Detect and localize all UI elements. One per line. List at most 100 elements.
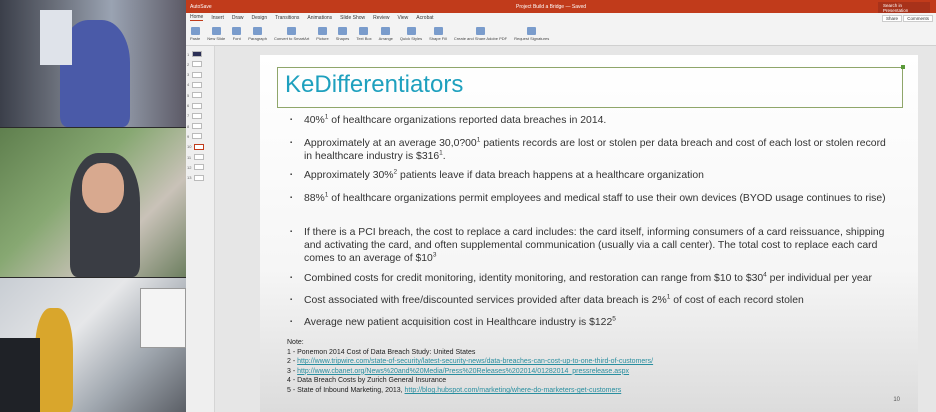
tab-review[interactable]: Review [373,14,390,21]
title-placeholder[interactable]: KeDifferentiators [277,65,905,108]
slide-thumbnail[interactable]: 10 [187,143,205,150]
ribbon-icon [527,26,537,35]
tab-slide-show[interactable]: Slide Show [340,14,366,21]
tab-home[interactable]: Home [190,14,204,21]
footnote-ref: 1 [439,149,443,157]
bullet-text: patients leave if data breach happens at… [397,170,704,181]
note-line: 2 - http://www.tripwire.com/state-of-sec… [287,357,653,367]
slide-thumbnail[interactable]: 7 [187,112,203,119]
ribbon-button-shape-fill[interactable]: Shape Fill [429,26,447,41]
bullet-text: . [442,151,446,162]
ribbon-button-create-and-share-adobe-pdf[interactable]: Create and Share Adobe PDF [453,26,508,41]
ribbon-button-convert-to-smartart[interactable]: Convert to SmartArt [274,26,309,41]
document-title: Project Build a Bridge — Saved [516,3,587,10]
thumbnail-number: 4 [187,82,190,88]
bullet-text: per individual per year [766,273,872,284]
ribbon-button-picture[interactable]: Picture [316,26,329,41]
thumbnail-number: 6 [187,103,190,108]
note-link[interactable]: http://blog.hubspot.com/marketing/where-… [404,386,622,394]
thumbnail-image [192,61,203,68]
ribbon-button-new-slide[interactable]: New Slide [207,26,225,41]
ribbon-icon [253,26,263,35]
thumbnail-number: 7 [187,113,190,119]
slide-thumbnail[interactable]: 9 [187,133,203,140]
ribbon-label: Paragraph [248,35,267,41]
share-button[interactable]: Share [881,15,902,22]
thumbnail-image [192,92,203,99]
bullet-text: 40% [304,115,325,126]
ribbon-label: Create and Share Adobe PDF [453,35,508,41]
ribbon-icon [318,26,327,35]
ribbon-button-quick-styles[interactable]: Quick Styles [399,26,423,41]
tab-design[interactable]: Design [251,14,268,21]
ribbon-icon [433,26,443,35]
footnote-ref: 1 [324,191,329,199]
ribbon-label: Picture [316,35,329,41]
tab-acrobat[interactable]: Acrobat [416,14,434,21]
tab-animations[interactable]: Animations [307,14,333,21]
slide-thumbnail[interactable]: 2 [187,61,203,68]
bullet-item: 40%1 of healthcare organizations reporte… [290,114,606,127]
thumbnail-image [192,51,203,57]
thumbnail-image [192,112,203,119]
note-link[interactable]: http://www.cbanet.org/News%20and%20Media… [297,367,630,375]
bullet-item: Average new patient acquisition cost in … [290,316,616,329]
note-text: Ponemon 2014 Cost of Data Breach Study: … [297,348,476,356]
slide-thumbnail[interactable]: 12 [187,164,205,171]
bullet-item: 88%1 of healthcare organizations permit … [290,192,886,205]
ribbon-label: Quick Styles [399,35,423,41]
thumbnail-number: 5 [187,92,190,98]
thumbnail-number: 3 [187,72,190,78]
ribbon-icon [190,26,200,35]
slide-thumbnail-panel[interactable]: 1 2 3 4 5 6 7 8 9 10 11 12 13 [186,46,215,412]
ribbon-label: Text Box [356,35,372,41]
autosave-toggle[interactable]: AutoSave [190,3,212,10]
ribbon-button-shapes[interactable]: Shapes [336,26,349,41]
ribbon-button-font[interactable]: Font [232,26,242,41]
thumbnail-image [194,164,205,171]
ribbon-icon [359,26,369,35]
thumbnail-number: 1 [187,51,190,57]
comments-button[interactable]: Comments [903,15,933,22]
tab-insert[interactable]: Insert [211,14,224,21]
footnote-ref: 5 [612,315,616,323]
footnote-ref: 3 [432,251,437,259]
search-input[interactable]: Search in Presentation [878,2,930,14]
slide-thumbnail[interactable]: 13 [187,174,205,181]
participant-face [82,163,124,213]
thumbnail-image [192,81,203,88]
bullet-text: 88% [304,193,325,204]
ribbon-button-paste[interactable]: Paste [190,26,200,41]
ribbon-label: Arrange [378,35,393,41]
thumbnail-number: 11 [187,154,192,160]
note-line: 5 - State of Inbound Marketing, 2013, ht… [287,386,653,396]
note-link[interactable]: http://www.tripwire.com/state-of-securit… [297,358,654,366]
ribbon-tabs: Home Insert Draw Design Transitions Animation… [186,13,936,22]
ribbon-icon [406,26,416,35]
ribbon-button-text-box[interactable]: Text Box [356,26,372,41]
footnote-ref: 1 [476,136,481,144]
slide-thumbnail[interactable]: 6 [187,102,203,109]
slide-thumbnail[interactable]: 5 [187,92,203,99]
tab-transitions[interactable]: Transitions [275,14,300,21]
bullet-item: Approximately at an average 30,0?001 pat… [290,137,890,163]
bullet-item: Approximately 30%2 patients leave if dat… [290,169,704,182]
ribbon-button-paragraph[interactable]: Paragraph [248,26,267,41]
ribbon-button-arrange[interactable]: Arrange [378,26,393,41]
slide-thumbnail[interactable]: 4 [187,81,203,88]
ribbon-button-request-signatures[interactable]: Request Signatures [514,26,549,41]
note-line: 4 - Data Breach Costs by Zurich General … [287,376,653,386]
slide-thumbnail[interactable]: 8 [187,123,203,130]
ribbon-toolbar: Paste New Slide Font Paragraph Convert to Sm… [186,22,936,46]
thumbnail-image [192,123,203,130]
slide-canvas[interactable]: KeDifferentiators 40%1 of healthcare org… [260,55,918,412]
slide-thumbnail[interactable]: 11 [187,154,205,160]
bullet-text: Combined costs for credit monitoring, id… [304,273,764,284]
tab-draw[interactable]: Draw [231,14,244,21]
slide-thumbnail[interactable]: 1 [187,51,203,57]
slide-thumbnail[interactable]: 3 [187,71,203,78]
tab-view[interactable]: View [397,14,409,21]
bullet-text: patients records are lost or stolen per … [304,138,886,162]
thumbnail-number: 8 [187,123,190,129]
resize-handle[interactable] [901,65,905,69]
